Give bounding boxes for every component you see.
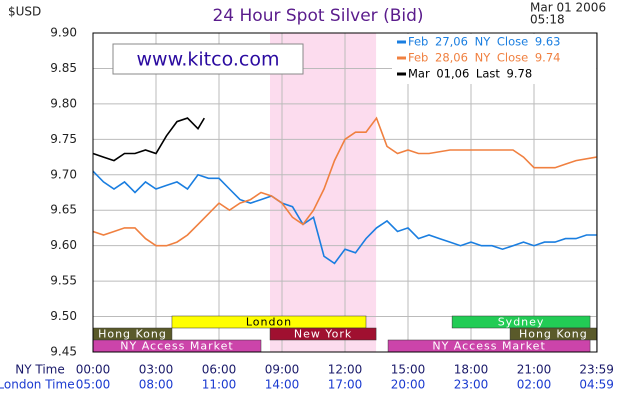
- y-tick-label: 9.55: [50, 274, 77, 288]
- time: 05:18: [530, 13, 565, 27]
- x-tick-label: 12:00: [328, 363, 363, 377]
- market-band-label: London: [246, 316, 292, 329]
- x-axis-label: NY Time: [15, 363, 65, 377]
- legend-label: Feb 27,06 NY Close 9.63: [408, 35, 560, 49]
- x-tick-label: 06:00: [202, 363, 237, 377]
- y-tick-label: 9.50: [50, 309, 77, 323]
- legend: [392, 34, 596, 84]
- market-band-label: Sydney: [498, 316, 545, 329]
- plot-border: [92, 32, 598, 353]
- x2-tick-label: 05:00: [76, 378, 111, 392]
- legend-label: Feb 28,06 NY Close 9.74: [408, 51, 560, 65]
- x-tick-label: 18:00: [454, 363, 489, 377]
- site-label: www.kitco.com: [136, 49, 279, 71]
- x2-tick-label: 20:00: [391, 378, 426, 392]
- x-tick-label: 03:00: [139, 363, 174, 377]
- y-tick-label: 9.70: [50, 167, 77, 181]
- y-tick-label: 9.80: [50, 96, 77, 110]
- chart-title: 24 Hour Spot Silver (Bid): [212, 6, 423, 26]
- y-tick-label: 9.45: [50, 345, 77, 359]
- market-band: [269, 327, 377, 341]
- x-tick-label: 09:00: [265, 363, 300, 377]
- x2-tick-label: 17:00: [328, 378, 363, 392]
- y-tick-label: 9.65: [50, 203, 77, 217]
- x2-tick-label: 04:59: [579, 378, 614, 392]
- x2-tick-label: 08:00: [139, 378, 174, 392]
- x-tick-label: 00:00: [76, 363, 111, 377]
- market-band-label: New York: [294, 328, 352, 341]
- market-band: [171, 315, 367, 329]
- market-band-label: NY Access Market: [432, 340, 545, 353]
- y-unit: $USD: [8, 5, 41, 19]
- y-tick-label: 9.60: [50, 238, 77, 252]
- x-tick-label: 21:00: [517, 363, 552, 377]
- y-tick-label: 9.90: [50, 26, 77, 40]
- x-tick-label: 23:59: [579, 363, 614, 377]
- date: Mar 01 2006: [530, 1, 606, 15]
- market-band-label: Hong Kong: [98, 328, 167, 341]
- x2-axis-label: London Time: [0, 378, 75, 392]
- x2-tick-label: 14:00: [265, 378, 300, 392]
- series-line: [92, 116, 597, 247]
- site-box: [112, 43, 304, 75]
- legend-label: Mar 01,06 Last 9.78: [408, 67, 532, 81]
- x2-tick-label: 11:00: [202, 378, 237, 392]
- market-band-label: NY Access Market: [120, 340, 233, 353]
- y-tick-label: 9.75: [50, 132, 77, 146]
- series-line: [92, 117, 205, 162]
- x2-tick-label: 02:00: [517, 378, 552, 392]
- market-band-label: Hong Kong: [519, 328, 588, 341]
- x-tick-label: 15:00: [391, 363, 426, 377]
- y-tick-label: 9.85: [50, 61, 77, 75]
- x2-tick-label: 23:00: [454, 378, 489, 392]
- series-line: [92, 170, 597, 265]
